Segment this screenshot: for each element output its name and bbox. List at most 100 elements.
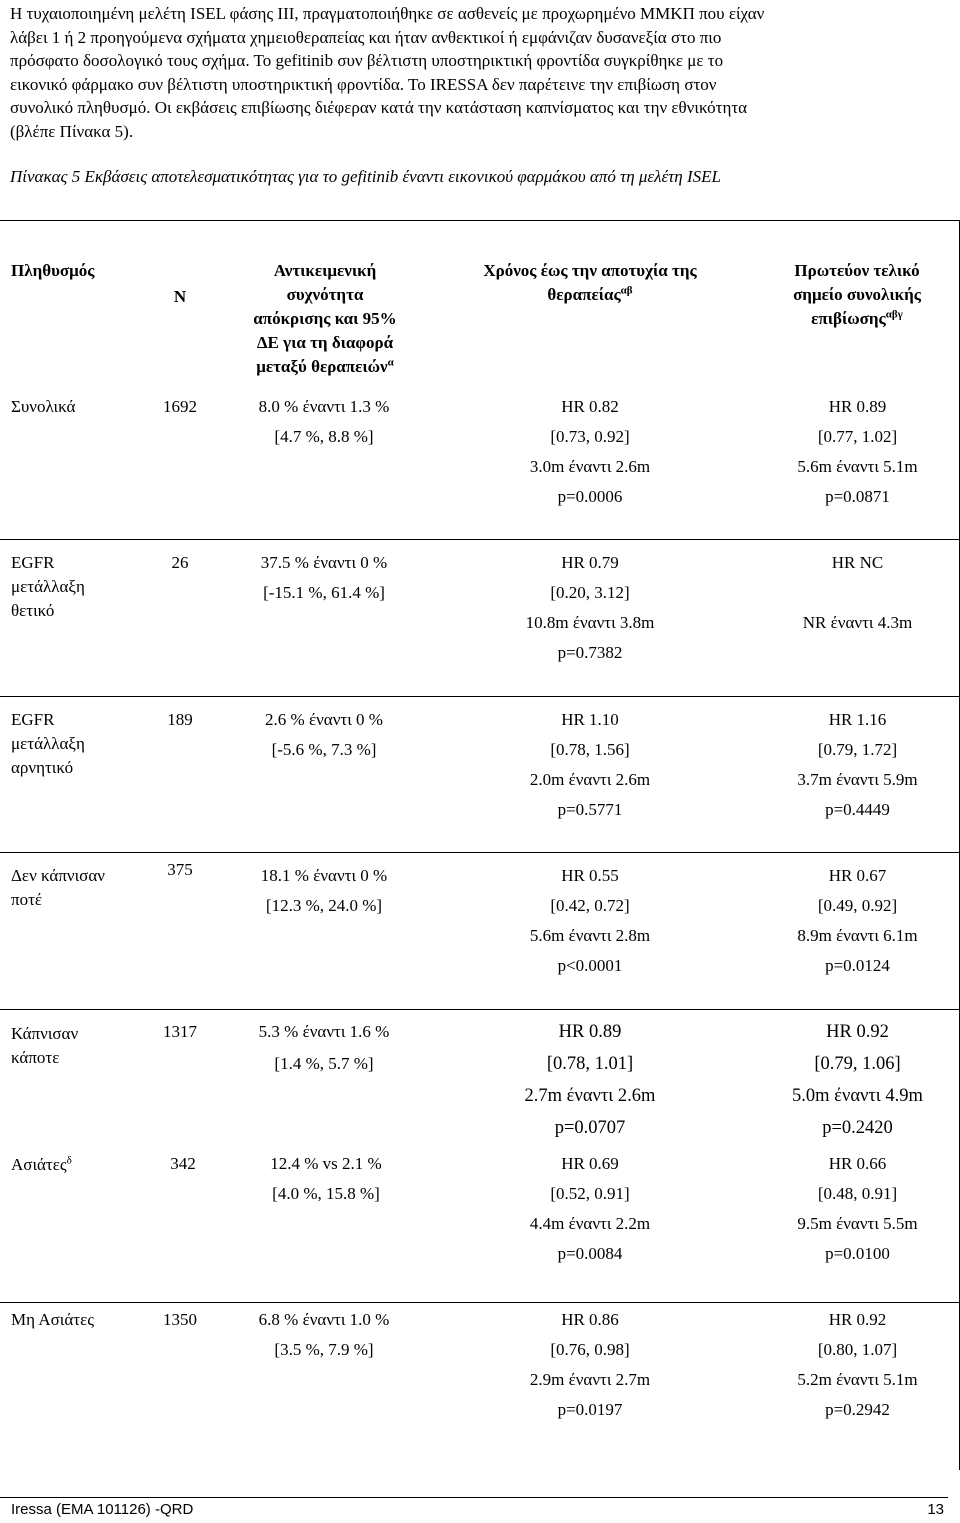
footer-divider	[0, 1497, 948, 1498]
header-response-line: μεταξύ θεραπειών	[256, 357, 388, 376]
response-cell: 37.5 % έναντι 0 % [-15.1 %, 61.4 %]	[230, 548, 418, 608]
population-cell: Δεν κάπνισαν ποτέ	[11, 864, 105, 912]
population-cell: EGFR μετάλλαξη αρνητικό	[11, 708, 85, 780]
ttf-hr: HR 0.89	[558, 1022, 622, 1042]
os-cell: HR NC ​ NR έναντι 4.3m ​	[760, 548, 955, 668]
os-p-value: p=0.2942	[825, 1400, 890, 1419]
intro-line: εικονικό φάρμακο συν βέλτιστη υποστηρικτ…	[10, 74, 717, 94]
os-median: 8.9m έναντι 6.1m	[797, 926, 918, 945]
os-hr: HR 0.92	[828, 1310, 887, 1329]
os-p-value: p=0.4449	[825, 800, 890, 819]
header-response: Αντικειμενική συχνότητα απόκρισης και 95…	[215, 259, 435, 379]
ttf-median: 2.7m έναντι 2.6m	[524, 1086, 656, 1106]
os-hr: HR 1.16	[828, 710, 887, 729]
ttf-median: 5.6m έναντι 2.8m	[529, 926, 651, 945]
table-row: Δεν κάπνισαν ποτέ 375 18.1 % έναντι 0 % …	[0, 852, 959, 1010]
os-p-value: p=0.0100	[825, 1244, 890, 1263]
n-cell: 189	[167, 710, 193, 729]
header-ttf-superscript: αβ	[620, 284, 633, 297]
population-label: θετικό	[11, 601, 55, 620]
response-value: 5.3 % έναντι 1.6 %	[258, 1022, 390, 1041]
n-cell: 1350	[163, 1310, 197, 1329]
header-population: Πληθυσμός	[11, 261, 95, 280]
response-cell: 8.0 % έναντι 1.3 % [4.7 %, 8.8 %]	[230, 392, 418, 452]
ttf-cell: HR 0.82 [0.73, 0.92] 3.0m έναντι 2.6m p=…	[490, 392, 690, 512]
os-ci: [0.49, 0.92]	[817, 896, 898, 915]
population-cell: Μη Ασιάτες	[11, 1308, 94, 1332]
ttf-ci: [0.76, 0.98]	[550, 1340, 630, 1359]
header-os-superscript: αβγ	[885, 308, 903, 321]
os-cell: HR 0.89 [0.77, 1.02] 5.6m έναντι 5.1m p=…	[760, 392, 955, 512]
population-label: Ασιάτες	[11, 1155, 67, 1174]
response-ci: [-5.6 %, 7.3 %]	[271, 740, 377, 759]
os-p-value: ​	[760, 638, 955, 668]
population-cell: Συνολικά	[11, 395, 75, 419]
ttf-hr: HR 0.79	[561, 553, 619, 572]
ttf-hr: HR 0.82	[561, 397, 619, 416]
ttf-p-value: p=0.5771	[557, 800, 623, 819]
intro-line: πρόσφατο δοσολογικό τους σχήμα. Το gefit…	[10, 51, 724, 70]
population-label: μετάλλαξη	[11, 734, 85, 753]
os-hr: HR 0.67	[828, 866, 887, 885]
table-row: Μη Ασιάτες 1350 6.8 % έναντι 1.0 % [3.5 …	[0, 1302, 959, 1462]
header-response-line: ΔΕ για τη διαφορά	[256, 333, 394, 352]
response-value: 37.5 % έναντι 0 %	[260, 553, 388, 572]
n-cell: 1317	[163, 1022, 197, 1041]
ttf-p-value: p=0.0197	[557, 1400, 623, 1419]
ttf-cell: HR 1.10 [0.78, 1.56] 2.0m έναντι 2.6m p=…	[490, 705, 690, 825]
intro-paragraph: Η τυχαιοποιημένη μελέτη ISEL φάσης ΙΙΙ, …	[10, 2, 955, 143]
ttf-cell: HR 0.89 [0.78, 1.01] 2.7m έναντι 2.6m p=…	[490, 1016, 690, 1144]
response-cell: 18.1 % έναντι 0 % [12.3 %, 24.0 %]	[230, 861, 418, 921]
os-p-value: p=0.2420	[822, 1118, 893, 1138]
os-median: 5.2m έναντι 5.1m	[797, 1370, 918, 1389]
table-row: Κάπνισαν κάποτε 1317 5.3 % έναντι 1.6 % …	[0, 1009, 959, 1149]
os-ci: [0.79, 1.72]	[817, 740, 898, 759]
table-row: Συνολικά 1692 8.0 % έναντι 1.3 % [4.7 %,…	[0, 387, 959, 540]
n-cell: 375	[167, 860, 193, 879]
header-response-superscript: α	[387, 356, 394, 369]
os-hr: HR 0.89	[828, 397, 887, 416]
population-label: Κάπνισαν	[11, 1024, 79, 1043]
os-median: 5.0m έναντι 4.9m	[792, 1086, 923, 1106]
table-row: Ασιάτεςδ 342 12.4 % vs 2.1 % [4.0 %, 15.…	[0, 1149, 959, 1303]
response-value: 8.0 % έναντι 1.3 %	[258, 397, 390, 416]
population-label: αρνητικό	[11, 758, 74, 777]
response-ci: [4.0 %, 15.8 %]	[272, 1184, 380, 1203]
ttf-median: 10.8m έναντι 3.8m	[525, 613, 655, 632]
table-row: EGFR μετάλλαξη θετικό 26 37.5 % έναντι 0…	[0, 539, 959, 697]
header-ttf-line: θεραπείας	[547, 285, 621, 304]
population-label: κάποτε	[11, 1048, 60, 1067]
response-cell: 6.8 % έναντι 1.0 % [3.5 %, 7.9 %]	[230, 1305, 418, 1365]
header-response-line: συχνότητα	[286, 285, 364, 304]
response-value: 2.6 % έναντι 0 %	[265, 710, 383, 729]
ttf-ci: [0.52, 0.91]	[550, 1184, 630, 1203]
n-cell: 1692	[163, 397, 197, 416]
os-ci: [0.77, 1.02]	[817, 427, 898, 446]
ttf-p-value: p=0.0084	[557, 1244, 623, 1263]
ttf-p-value: p=0.0006	[557, 487, 623, 506]
ttf-p-value: p=0.7382	[557, 643, 623, 662]
os-hr: HR 0.66	[828, 1154, 887, 1173]
os-ci: ​	[760, 578, 955, 608]
header-response-line: απόκρισης και 95%	[253, 309, 397, 328]
os-median: NR έναντι 4.3m	[802, 613, 913, 632]
ttf-median: 2.9m έναντι 2.7m	[529, 1370, 651, 1389]
table-row: EGFR μετάλλαξη αρνητικό 189 2.6 % έναντι…	[0, 696, 959, 853]
response-ci: [1.4 %, 5.7 %]	[274, 1054, 374, 1073]
os-median: 5.6m έναντι 5.1m	[797, 457, 918, 476]
table-caption: Πίνακας 5 Εκβάσεις αποτελεσματικότητας γ…	[10, 167, 721, 186]
ttf-cell: HR 0.79 [0.20, 3.12] 10.8m έναντι 3.8m p…	[490, 548, 690, 668]
ttf-cell: HR 0.86 [0.76, 0.98] 2.9m έναντι 2.7m p=…	[490, 1305, 690, 1425]
os-cell: HR 0.66 [0.48, 0.91] 9.5m έναντι 5.5m p=…	[760, 1149, 955, 1269]
response-ci: [3.5 %, 7.9 %]	[274, 1340, 374, 1359]
ttf-p-value: p<0.0001	[557, 956, 623, 975]
ttf-hr: HR 0.86	[561, 1310, 619, 1329]
intro-line: λάβει 1 ή 2 προηγούμενα σχήματα χημειοθε…	[10, 27, 722, 47]
response-value: 18.1 % έναντι 0 %	[260, 866, 388, 885]
response-ci: [12.3 %, 24.0 %]	[265, 896, 383, 915]
header-response-line: Αντικειμενική	[273, 261, 377, 280]
header-os-line: σημείο συνολικής	[793, 285, 921, 304]
population-label: EGFR	[11, 553, 55, 572]
ttf-hr: HR 0.55	[561, 866, 619, 885]
ttf-hr: HR 0.69	[561, 1154, 619, 1173]
